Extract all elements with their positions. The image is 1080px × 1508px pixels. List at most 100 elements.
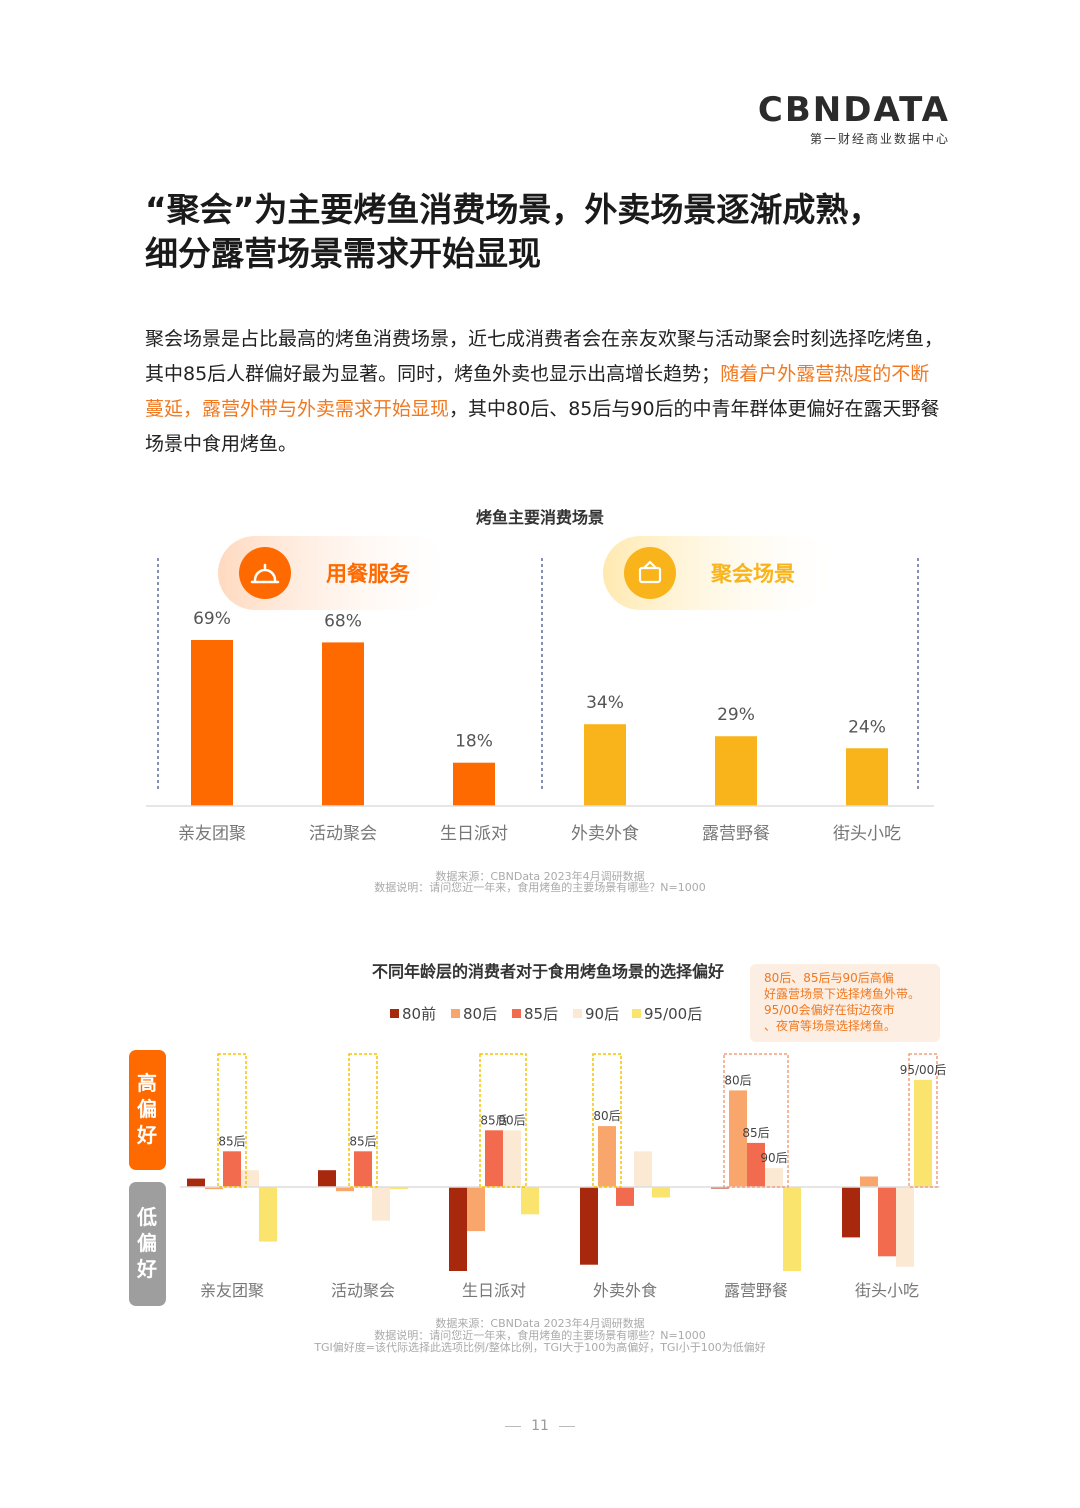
bar-c1-s1 bbox=[187, 1178, 205, 1187]
group-pill-dining: 用餐服务 bbox=[218, 536, 448, 610]
chart1-title: 烤鱼主要消费场景 bbox=[476, 508, 604, 527]
legend-label-3: 85后 bbox=[524, 1005, 558, 1023]
bar-3 bbox=[453, 762, 495, 806]
legend-swatch-5 bbox=[632, 1009, 641, 1018]
side-label-low: 低偏好 bbox=[129, 1182, 166, 1306]
page-number-text: 11 bbox=[531, 1418, 549, 1434]
page-title: “聚会”为主要烤鱼消费场景，外卖场景逐渐成熟， 细分露营场景需求开始显现 bbox=[145, 188, 965, 276]
bar-c3-s5 bbox=[521, 1187, 539, 1215]
value-label-3: 18% bbox=[455, 732, 493, 752]
side-label-high-text: 高偏好 bbox=[136, 1071, 157, 1147]
bar-c1-s4 bbox=[241, 1170, 259, 1187]
bar-c6-s2 bbox=[860, 1176, 878, 1187]
bar-c5-s2 bbox=[729, 1090, 747, 1187]
bar-c5-s3 bbox=[747, 1142, 765, 1187]
box-label-3-2: 90后 bbox=[498, 1113, 525, 1127]
highlight-box-5 bbox=[723, 1053, 789, 1188]
box-label-2-1: 85后 bbox=[349, 1134, 376, 1148]
bar-c6-s5 bbox=[914, 1079, 932, 1187]
legend-label-4: 90后 bbox=[585, 1005, 619, 1023]
bar-c1-s5 bbox=[259, 1187, 277, 1242]
legend-label-2: 80后 bbox=[463, 1005, 497, 1023]
bar-4 bbox=[584, 724, 626, 806]
bar-c6-s1 bbox=[842, 1187, 860, 1238]
bar-c6-s3 bbox=[878, 1187, 896, 1257]
chart2-category-label-6: 街头小吃 bbox=[855, 1281, 919, 1300]
category-label-3: 生日派对 bbox=[440, 824, 508, 844]
bar-c2-s3 bbox=[354, 1151, 372, 1187]
body-text-part2: ，其中80后、85后与90后的中青年群体更偏好在露天野餐场景中食用烤鱼。 bbox=[145, 398, 940, 455]
bar-c3-s2 bbox=[467, 1187, 485, 1232]
callout-text: 80后、85后与90后高偏好露营场景下选择烤鱼外带。 95/00会偏好在街边夜市、… bbox=[764, 970, 920, 1033]
group-label-gathering: 聚会场景 bbox=[710, 562, 795, 586]
bar-c2-s5 bbox=[390, 1187, 408, 1190]
highlight-box-2 bbox=[348, 1053, 378, 1188]
bar-5 bbox=[715, 736, 757, 806]
bar-c5-s5 bbox=[783, 1187, 801, 1271]
value-label-5: 29% bbox=[717, 705, 755, 725]
value-label-6: 24% bbox=[848, 717, 886, 737]
group-label-dining: 用餐服务 bbox=[326, 562, 411, 586]
dining-service-icon bbox=[239, 547, 291, 599]
chart2-category-label-1: 亲友团聚 bbox=[200, 1281, 264, 1300]
chart-age-preference: 不同年龄层的消费者对于食用烤鱼场景的选择偏好 80前 80后 85后 90后 95/00… bbox=[129, 962, 947, 1354]
bar-c3-s3 bbox=[485, 1130, 503, 1187]
callout: 80后、85后与90后高偏好露营场景下选择烤鱼外带。 95/00会偏好在街边夜市、… bbox=[750, 964, 940, 1042]
bar-c3-s1 bbox=[449, 1187, 467, 1271]
chart2-title: 不同年龄层的消费者对于食用烤鱼场景的选择偏好 bbox=[372, 962, 724, 981]
side-label-low-text: 低偏好 bbox=[136, 1205, 157, 1281]
category-label-1: 亲友团聚 bbox=[178, 824, 246, 844]
category-label-2: 活动聚会 bbox=[309, 824, 377, 844]
value-label-4: 34% bbox=[586, 693, 624, 713]
legend-swatch-4 bbox=[573, 1009, 582, 1018]
box-label-1-1: 85后 bbox=[218, 1134, 245, 1148]
bar-c1-s3 bbox=[223, 1151, 241, 1187]
bar-1 bbox=[191, 640, 233, 806]
bar-c1-s2 bbox=[205, 1187, 223, 1190]
legend-swatch-2 bbox=[451, 1009, 460, 1018]
legend-swatch-3 bbox=[512, 1009, 521, 1018]
cbndata-logo: CBNDATA 第一财经商业数据中心 bbox=[758, 92, 950, 147]
bar-c5-s4 bbox=[765, 1168, 783, 1187]
box-label-6-1: 95/00后 bbox=[900, 1063, 947, 1077]
bar-c4-s2 bbox=[598, 1126, 616, 1187]
body-paragraph: 聚会场景是占比最高的烤鱼消费场景，近七成消费者会在亲友欢聚与活动聚会时刻选择吃烤… bbox=[145, 322, 945, 462]
bar-c4-s1 bbox=[580, 1187, 598, 1265]
side-label-high: 高偏好 bbox=[129, 1050, 166, 1170]
chart1-note: 数据说明：请问您近一年来，食用烤鱼的主要场景有哪些？N=1000 bbox=[374, 880, 705, 894]
chart2-note: 数据说明：请问您近一年来，食用烤鱼的主要场景有哪些？N=1000 bbox=[374, 1328, 705, 1342]
box-label-3-1: 85后 bbox=[480, 1113, 507, 1127]
highlight-box-1 bbox=[217, 1053, 247, 1188]
category-label-4: 外卖外食 bbox=[571, 824, 639, 844]
highlight-box-6 bbox=[908, 1053, 938, 1188]
legend-swatch-1 bbox=[390, 1009, 399, 1018]
chart2-note2: TGI偏好度=该代际选择此选项比例/整体比例，TGI大于100为高偏好，TGI小… bbox=[313, 1340, 765, 1354]
page-title-line2: 细分露营场景需求开始显现 bbox=[145, 234, 541, 273]
chart2-source: 数据来源：CBNData 2023年4月调研数据 bbox=[435, 1316, 644, 1330]
chart2-category-label-4: 外卖外食 bbox=[593, 1281, 657, 1300]
gathering-scene-icon bbox=[624, 547, 676, 599]
bar-6 bbox=[846, 748, 888, 806]
logo-text: CBNDATA bbox=[757, 90, 950, 130]
legend-label-5: 95/00后 bbox=[644, 1005, 702, 1023]
chart1-source: 数据来源：CBNData 2023年4月调研数据 bbox=[435, 869, 644, 883]
bar-c2-s1 bbox=[318, 1170, 336, 1187]
box-label-5-3: 90后 bbox=[760, 1151, 787, 1165]
value-label-2: 68% bbox=[324, 611, 362, 631]
bar-2 bbox=[322, 642, 364, 806]
page-title-line1: “聚会”为主要烤鱼消费场景，外卖场景逐渐成熟， bbox=[145, 190, 882, 229]
body-text-highlight: 随着户外露营热度的不断蔓延，露营外带与外卖需求开始显现 bbox=[145, 363, 930, 420]
value-label-1: 69% bbox=[193, 609, 231, 629]
bar-c4-s4 bbox=[634, 1151, 652, 1187]
bar-c4-s3 bbox=[616, 1187, 634, 1206]
group-pill-gathering: 聚会场景 bbox=[603, 536, 833, 610]
bar-c4-s5 bbox=[652, 1187, 670, 1198]
box-label-5-2: 85后 bbox=[742, 1126, 769, 1140]
highlight-box-3 bbox=[479, 1053, 527, 1188]
page-number: 11 bbox=[0, 1418, 1080, 1434]
bar-c2-s4 bbox=[372, 1187, 390, 1221]
box-label-5-1: 80后 bbox=[724, 1073, 751, 1087]
chart-main-scenarios: 烤鱼主要消费场景 用餐服务 聚会场景 69% 68% 18% 34% 29% 24% 亲友… bbox=[146, 508, 934, 894]
bar-c6-s4 bbox=[896, 1187, 914, 1267]
chart2-category-label-2: 活动聚会 bbox=[331, 1281, 395, 1300]
